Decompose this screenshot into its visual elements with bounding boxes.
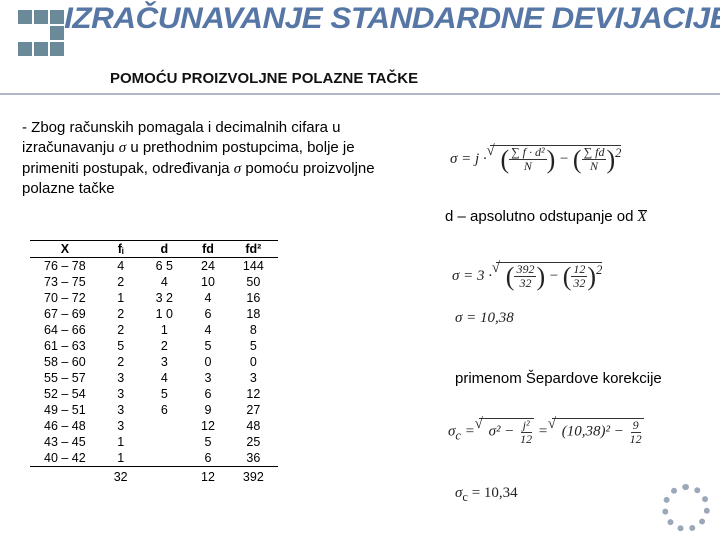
table-row: 73 – 75241050 — [30, 274, 278, 290]
table-row: 52 – 5435612 — [30, 386, 278, 402]
header-squares-deco — [18, 10, 64, 56]
table-header-row: X fᵢ d fd fd² — [30, 241, 278, 258]
table-row: 40 – 421636 — [30, 450, 278, 467]
table-row: 58 – 602300 — [30, 354, 278, 370]
table-footer-row: 32 12 392 — [30, 467, 278, 486]
table-row: 43 – 451525 — [30, 434, 278, 450]
formula-sigma-corrected: σc = σ² − j²12 = (10,38)² − 912 — [448, 418, 644, 445]
table-row: 61 – 635255 — [30, 338, 278, 354]
table-row: 46 – 4831248 — [30, 418, 278, 434]
body-paragraph: - Zbog računskih pomagala i decimalnih c… — [22, 118, 382, 199]
main-title: IZRAČUNAVANJE STANDARDNE DEVIJACIJE — [64, 2, 720, 36]
corner-ring-icon — [662, 484, 710, 532]
frequency-table: X fᵢ d fd fd² 76 – 7846 52414473 – 75241… — [30, 240, 278, 485]
table-row: 49 – 5136927 — [30, 402, 278, 418]
table-row: 76 – 7846 524144 — [30, 258, 278, 275]
note-absolute-deviation: d – apsolutno odstupanje od X — [445, 208, 647, 225]
table-row: 55 – 573433 — [30, 370, 278, 386]
table-row: 64 – 662148 — [30, 322, 278, 338]
sigma-symbol-1: σ — [119, 140, 126, 156]
subtitle: POMOĆU PROIZVOLJNE POLAZNE TAČKE — [110, 70, 418, 87]
formula-sigma-general: σ = j · (∑ f · d²N) − (∑ fdN)2 — [450, 145, 621, 173]
formula-sigma-corrected-result: σc = 10,34 — [455, 485, 518, 505]
sigma-symbol-2: σ — [234, 161, 241, 177]
formula-sigma-numeric: σ = 3 · (39232) − (1232)2 — [452, 262, 602, 290]
formula-sigma-result: σ = 10,38 — [455, 310, 514, 327]
title-divider — [0, 93, 720, 95]
note-sheppard-correction: primenom Šepardove korekcije — [455, 370, 662, 387]
table-row: 67 – 6921 0618 — [30, 306, 278, 322]
table-row: 70 – 7213 2416 — [30, 290, 278, 306]
